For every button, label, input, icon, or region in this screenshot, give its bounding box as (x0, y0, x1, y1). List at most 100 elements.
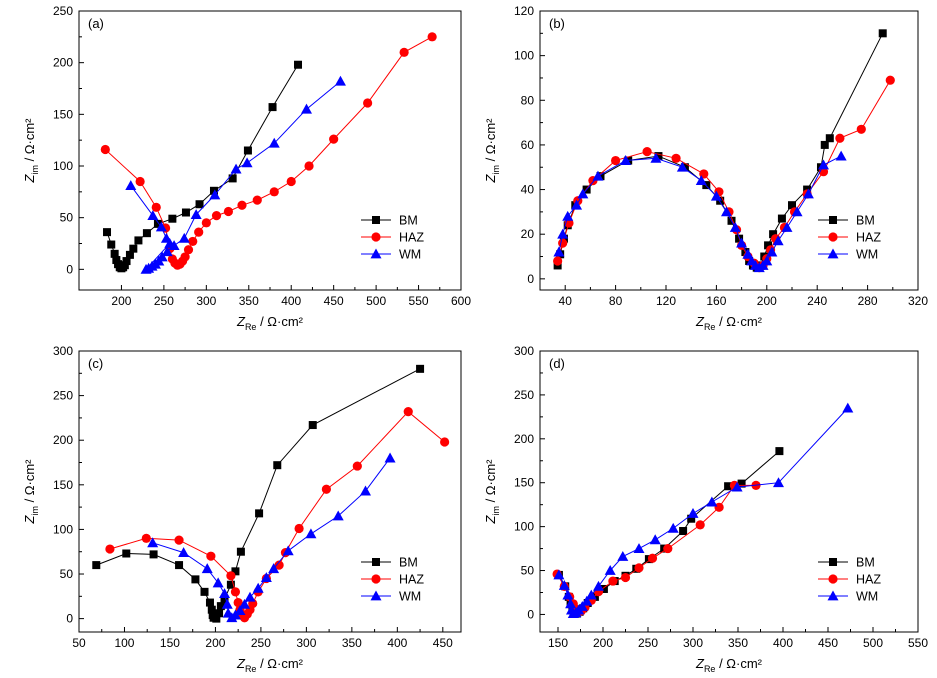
data-point-haz (141, 533, 151, 543)
x-axis-title: ZRe / Ω·cm² (236, 314, 304, 332)
x-tick-label: 400 (281, 294, 301, 308)
data-point-haz (321, 484, 331, 494)
data-point-haz (608, 576, 618, 586)
legend: BM HAZ WM (818, 214, 881, 262)
data-point-bm (788, 201, 796, 210)
data-point-wm (835, 150, 847, 161)
data-point-bm (107, 240, 116, 249)
data-point-bm (737, 479, 746, 488)
panel-label: (a) (88, 16, 104, 31)
series-line-haz (109, 411, 445, 619)
data-point-bm (599, 584, 608, 593)
y-tick-label: 0 (527, 607, 534, 621)
data-point-bm (294, 60, 303, 69)
data-point-wm (125, 180, 137, 191)
plot-frame (78, 350, 462, 633)
x-tick-label: 40 (559, 294, 573, 308)
legend-label-wm: WM (399, 590, 421, 604)
data-point-bm (168, 214, 177, 223)
legend-label-wm: WM (856, 248, 878, 262)
y-axis-title: Zim / Ω·cm² (22, 118, 40, 184)
panel-a: 200 250 300 350 400 450 500 550 600 0 50 100 150 200 2… (22, 4, 471, 332)
panel-d: 150 200 250 300 350 400 450 500 550 0 50 100 150 200 2… (483, 344, 928, 674)
data-point-wm (230, 163, 242, 174)
data-point-haz (135, 176, 145, 187)
data-point-haz (274, 560, 284, 570)
y-tick-label: 150 (53, 478, 73, 492)
data-point-wm (168, 240, 180, 250)
data-point-bm (654, 152, 663, 161)
data-point-bm (200, 587, 209, 596)
legend-marker-wm (827, 590, 839, 601)
y-tick-label: 0 (527, 272, 534, 286)
data-point-bm (209, 186, 218, 195)
data-point-wm (676, 161, 688, 172)
x-axis-title-subscript: Re (245, 664, 257, 674)
y-tick-label: 250 (514, 388, 534, 402)
series-wm (125, 75, 346, 274)
legend-marker-wm (827, 248, 839, 259)
x-axis-title-unit: / Ω·cm² (256, 656, 303, 671)
data-point-wm (742, 248, 754, 259)
x-axis-title-unit: / Ω·cm² (715, 314, 762, 329)
data-point-wm (239, 598, 251, 609)
data-point-bm (134, 236, 143, 245)
data-point-bm (153, 219, 162, 228)
data-point-wm (593, 580, 604, 591)
data-point-wm (219, 588, 231, 599)
y-tick-label: 20 (521, 227, 535, 241)
series-wm (147, 452, 396, 623)
data-point-bm (175, 561, 184, 570)
data-point-bm (702, 181, 711, 190)
y-axis-title: Zim / Ω·cm² (483, 459, 501, 525)
data-point-wm (761, 255, 773, 266)
x-axis-title-unit: / Ω·cm² (715, 656, 762, 671)
data-point-wm (604, 565, 616, 575)
x-tick-label: 120 (656, 294, 676, 308)
data-point-wm (201, 563, 213, 574)
data-point-wm (155, 221, 167, 232)
data-point-bm (220, 594, 229, 603)
data-point-wm (156, 251, 168, 262)
data-point-haz (105, 544, 115, 554)
data-point-wm (650, 152, 662, 163)
data-point-haz (885, 75, 895, 85)
data-point-wm (729, 222, 741, 232)
data-point-haz (352, 461, 362, 471)
legend-label-bm: BM (856, 214, 875, 228)
data-point-bm (769, 230, 778, 239)
data-point-haz (634, 563, 644, 573)
data-point-bm (122, 549, 131, 558)
x-tick-label: 250 (638, 636, 658, 650)
data-point-wm (558, 579, 570, 590)
y-axis-title-unit: / Ω·cm² (483, 459, 498, 506)
legend-label-haz: HAZ (856, 231, 881, 245)
data-point-haz (269, 187, 279, 197)
legend-marker-bm (372, 216, 380, 224)
data-point-bm (212, 614, 221, 623)
data-point-bm (820, 140, 829, 149)
x-axis-title-symbol: Z (236, 656, 246, 671)
y-tick-label: 200 (53, 433, 73, 447)
data-point-wm (731, 481, 743, 492)
x-tick-label: 400 (773, 636, 793, 650)
data-point-haz (237, 200, 247, 210)
x-tick-label: 450 (433, 636, 453, 650)
x-tick-label: 200 (593, 636, 613, 650)
data-point-wm (334, 75, 346, 86)
x-tick-label: 280 (858, 294, 878, 308)
data-point-wm (301, 103, 313, 114)
y-tick-label: 250 (53, 389, 73, 403)
y-tick-label: 150 (514, 476, 534, 490)
data-point-haz (440, 437, 450, 447)
data-point-haz (151, 202, 161, 212)
panel-c: 50 100 150 200 250 300 350 400 450 0 50 100 150 200 25… (22, 344, 462, 674)
data-point-wm (252, 582, 264, 593)
y-tick-label: 150 (53, 107, 73, 121)
x-tick-label: 200 (757, 294, 777, 308)
series-wm (553, 150, 847, 273)
x-tick-label: 550 (908, 636, 928, 650)
y-axis-title-symbol: Z (22, 515, 37, 525)
y-axis-title-subscript: im (30, 506, 40, 516)
data-point-bm (231, 567, 240, 576)
